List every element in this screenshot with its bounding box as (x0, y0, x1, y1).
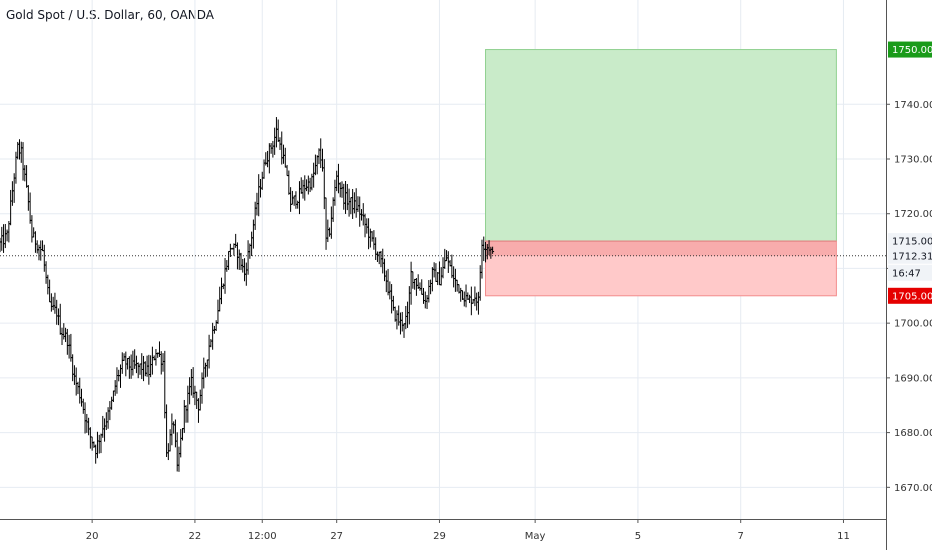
time-tick-label: 20 (86, 531, 99, 542)
time-tick-label: 7 (738, 531, 744, 542)
stop-price-tag-label: 1705.000 (892, 291, 932, 302)
price-tick-label: 1680.000 (894, 428, 932, 439)
entry-price-tag-label: 1715.000 (892, 237, 932, 248)
price-tick-label: 1690.000 (894, 373, 932, 384)
time-tick-label: 12:00 (248, 531, 277, 542)
target-price-tag-label: 1750.000 (892, 45, 932, 56)
time-tick-label: 5 (635, 531, 641, 542)
long-position-tool (485, 49, 837, 297)
price-tick-label: 1670.000 (894, 483, 932, 494)
chart-title: Gold Spot / U.S. Dollar, 60, OANDA (6, 8, 214, 22)
bar-countdown-tag-box (888, 264, 932, 281)
price-axis-tags: 1750.000 1715.000 1712.314 16:47 1705.000 (888, 41, 932, 304)
target-price-tag-box (888, 41, 932, 58)
profit-zone (485, 49, 837, 242)
time-tick-label: 22 (189, 531, 202, 542)
bar-countdown-tag-label: 16:47 (892, 268, 921, 279)
stop-price-tag-box (888, 287, 932, 304)
time-axis: 20 22 12:00 27 29 May 5 7 11 (86, 519, 850, 542)
entry-price-tag-box (888, 233, 932, 250)
time-tick-label: 27 (330, 531, 343, 542)
time-tick-label: May (525, 531, 546, 542)
chart-grid (0, 0, 886, 519)
candlestick-series (0, 117, 495, 472)
chart-axes (0, 0, 887, 550)
time-tick-label: 11 (837, 531, 850, 542)
current-price-tag-box (888, 247, 932, 264)
price-tick-label: 1720.000 (894, 209, 932, 220)
price-tick-label: 1700.000 (894, 319, 932, 330)
price-tick-label: 1740.000 (894, 100, 932, 111)
current-price-tag-label: 1712.314 (892, 251, 932, 262)
open-loss-region (485, 241, 837, 256)
time-tick-label: 29 (433, 531, 446, 542)
price-tick-label: 1730.000 (894, 154, 932, 165)
